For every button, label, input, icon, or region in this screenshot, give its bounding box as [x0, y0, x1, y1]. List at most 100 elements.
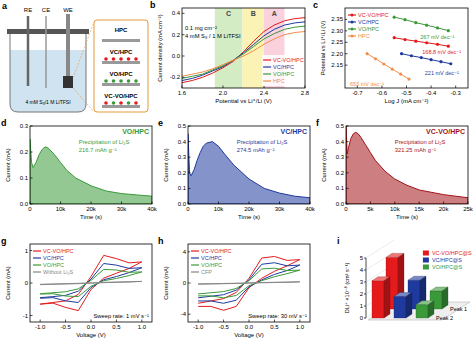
sample-label: VO/HPC [109, 71, 133, 77]
region [242, 8, 264, 88]
y-tick [345, 65, 348, 66]
y-tick-label: 0.1 [336, 185, 345, 191]
x-tick [310, 202, 311, 205]
y-tick-label: 0.5 [336, 123, 345, 129]
y-tick-label: 0.0 [172, 53, 181, 59]
x-axis-label: Time (s) [238, 214, 260, 220]
bar-front [372, 281, 384, 318]
legend-swatch [263, 66, 271, 67]
marker [420, 56, 423, 59]
plot-frame [346, 126, 468, 204]
line [182, 31, 305, 76]
panel-label: e [158, 118, 163, 128]
line [40, 264, 142, 303]
marker [436, 26, 439, 29]
catalyst-dot [119, 101, 123, 105]
y-axis-label: Current (mA) [5, 266, 11, 300]
marker [400, 52, 403, 55]
legend-marker [351, 21, 354, 24]
x-tick [121, 202, 122, 205]
legend-label: VC-VO/HPC [273, 57, 304, 63]
counter-electrode [45, 16, 47, 88]
legend-label: VO/HPC [43, 262, 64, 268]
y-tick-label: 2.15 [331, 62, 343, 68]
line [198, 256, 300, 310]
axes: -1.0-0.50.00.51.0-101Voltage (V)Current … [1, 236, 152, 338]
y-tick-label: -4 [181, 311, 187, 317]
y-tick-label: 0.4 [336, 139, 345, 145]
x-tick [182, 86, 183, 89]
legend-background [190, 246, 231, 277]
legend-label: VC-VO/HPC [358, 12, 389, 18]
x-tick-label: 0.5 [112, 324, 121, 330]
marker [407, 77, 410, 80]
legend-swatch [33, 271, 41, 272]
x-tick [30, 202, 31, 205]
line [402, 54, 451, 64]
x-tick-label: 20k [244, 206, 255, 212]
x-tick-label: -0.4 [426, 90, 437, 96]
legend-swatch [263, 59, 271, 60]
line [40, 269, 142, 296]
plot-overlay: Sweep rate: 30 mV s⁻¹VC-VO/HPCVC/HPCVO/H… [190, 246, 307, 319]
x-tick-label: 1.0 [138, 324, 147, 330]
legend: VC-VO/HPCVC/HPCVO/HPCCFP [190, 246, 232, 277]
legend-background [347, 10, 388, 41]
legend-swatch [33, 257, 41, 258]
catalyst-dot [127, 79, 131, 83]
marker [374, 57, 377, 60]
legend-swatch [423, 258, 429, 263]
y-tick [30, 204, 33, 205]
annotation: 321.25 mAh g⁻¹ [395, 147, 436, 153]
x-tick [223, 320, 224, 323]
y-tick [346, 157, 349, 158]
x-tick-label: -0.5 [401, 90, 412, 96]
x-tick-label: -0.6 [377, 90, 388, 96]
panel-label: d [1, 118, 7, 128]
y-tick [188, 283, 191, 284]
marker [430, 58, 433, 61]
x-tick [188, 202, 189, 205]
y-tick [364, 258, 366, 259]
sample-label: VC-VO/HPC [104, 93, 138, 99]
x-tick [419, 202, 420, 205]
series-title: VC/HPC [281, 128, 307, 135]
y-tick-label: 0.1 [20, 175, 29, 181]
legend-label: HPC [358, 33, 370, 39]
x-tick-label: 20k [86, 206, 97, 212]
line [198, 282, 300, 284]
y-tick [182, 56, 185, 57]
x-tick-label: 0 [28, 206, 32, 212]
electrode-plate [102, 83, 140, 86]
plot-background [30, 126, 152, 204]
x-tick [218, 202, 219, 205]
panel-f: 05k10k15k20k25k0.00.10.20.30.40.5Time (s… [316, 118, 474, 220]
y-tick [346, 141, 349, 142]
marker [403, 18, 406, 21]
category-label: Peak 1 [450, 306, 467, 312]
y-tick [346, 126, 349, 127]
panel-e: 010k20k30k40k0.00.10.20.30.40.5Time (s)C… [158, 118, 316, 220]
legend-marker [351, 28, 354, 31]
x-tick [116, 320, 117, 323]
figure: aRECEWE4 mM S₈/1 M LiTFSIHPCVC/HPCVO/HPC… [0, 0, 474, 352]
panel-label: b [150, 0, 156, 10]
y-tick [188, 157, 191, 158]
x-tick [249, 202, 250, 205]
plot-overlay: VC-VO/HPCPrecipitation of Li₂S321.25 mAh… [395, 128, 465, 153]
legend-swatch [191, 257, 199, 258]
legend: VC-VO/HPCVC/HPCVO/HPCWithout Li₂S [32, 246, 82, 277]
slope-label: 221 mV dec⁻¹ [425, 70, 459, 76]
y-tick-label: 0 [360, 315, 364, 321]
y-tick [30, 152, 33, 153]
zoom-line [73, 22, 94, 78]
slope-label: 653 mV dec⁻¹ [350, 81, 384, 87]
cell-lid [7, 29, 89, 34]
catalyst-dot [134, 57, 138, 61]
bar [394, 292, 412, 318]
y-tick [30, 315, 33, 316]
x-tick-label: 1.0 [296, 324, 305, 330]
panel-label: g [1, 236, 7, 246]
legend-background [32, 246, 82, 277]
x-tick [346, 202, 347, 205]
